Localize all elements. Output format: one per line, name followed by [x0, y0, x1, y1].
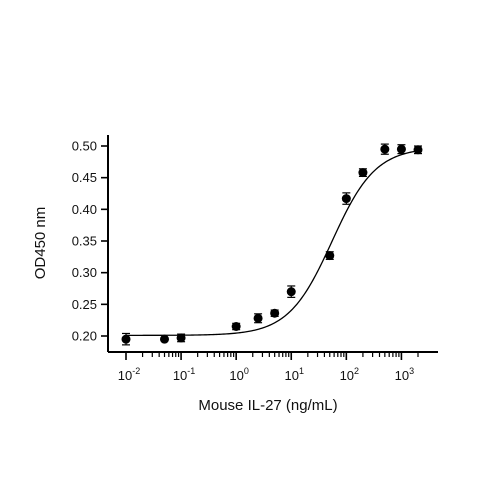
data-point: [396, 144, 406, 154]
y-tick-label: 0.35: [72, 234, 97, 249]
x-tick-label: 10-2: [118, 366, 140, 383]
data-point: [176, 333, 186, 343]
data-point: [341, 194, 351, 204]
x-tick-label: 102: [340, 366, 359, 383]
axes: [107, 135, 438, 353]
data-point: [358, 168, 368, 178]
data-point: [270, 308, 280, 318]
x-tick-label: 10-1: [173, 366, 195, 383]
y-tick-label: 0.25: [72, 297, 97, 312]
y-tick-label: 0.20: [72, 329, 97, 344]
data-point: [160, 334, 170, 344]
y-ticks: 0.20 0.25 0.30 0.35 0.40 0.45 0.50: [72, 139, 108, 344]
y-axis-title: OD450 nm: [32, 207, 49, 280]
data-point: [231, 322, 241, 331]
x-tick-label: 100: [229, 366, 248, 383]
y-tick-label: 0.30: [72, 265, 97, 280]
data-point: [121, 334, 131, 344]
data-point: [380, 144, 390, 154]
data-point: [325, 251, 335, 261]
x-ticks: 10-2 10-1 100 101 102 103: [118, 352, 419, 383]
data-point: [413, 145, 423, 155]
x-axis-title: Mouse IL-27 (ng/mL): [198, 397, 337, 414]
data-points: [121, 143, 423, 346]
data-point: [286, 287, 296, 297]
fit-curve: [126, 150, 419, 336]
x-tick-label: 103: [395, 366, 414, 383]
fit-curve-group: [126, 150, 419, 336]
y-tick-label: 0.45: [72, 170, 97, 185]
data-point: [253, 313, 263, 323]
y-tick-label: 0.50: [72, 139, 97, 154]
x-tick-label: 101: [285, 366, 304, 383]
y-tick-label: 0.40: [72, 202, 97, 217]
